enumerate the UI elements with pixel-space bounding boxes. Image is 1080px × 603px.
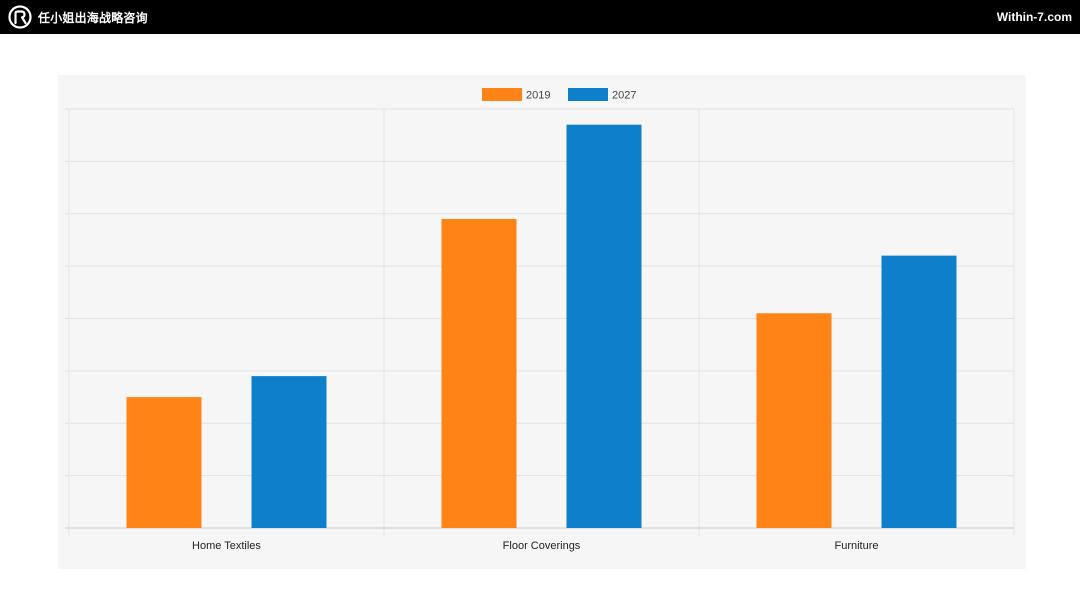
legend: 2019 2027	[482, 88, 636, 102]
site-url: Within-7.com	[996, 10, 1072, 24]
brand-logo-icon	[8, 5, 32, 29]
bar-2019-0	[126, 397, 202, 528]
chart-panel: Home Textiles Floor Coverings Furniture 201…	[58, 75, 1026, 569]
bar-2027-2	[881, 255, 957, 528]
bar-2027-0	[251, 376, 327, 528]
legend-label: 2019	[526, 90, 550, 102]
bar-2027-1	[566, 124, 642, 529]
bar-2019-1	[441, 218, 517, 529]
brand-name: 任小姐出海战略咨询	[38, 10, 148, 25]
legend-swatch-2027	[568, 88, 608, 101]
legend-label: 2027	[612, 90, 636, 102]
bar-chart: Home Textiles Floor Coverings Furniture 201…	[65, 88, 1015, 552]
bar-2019-2	[756, 313, 832, 528]
x-tick-label: Home Textiles	[192, 540, 261, 552]
x-tick-label: Floor Coverings	[503, 540, 581, 552]
x-tick-label: Furniture	[834, 540, 878, 552]
brand: 任小姐出海战略咨询	[8, 5, 148, 29]
top-bar: 任小姐出海战略咨询 Within-7.com	[0, 0, 1080, 34]
gridlines	[65, 108, 1015, 536]
legend-swatch-2019	[482, 88, 522, 101]
